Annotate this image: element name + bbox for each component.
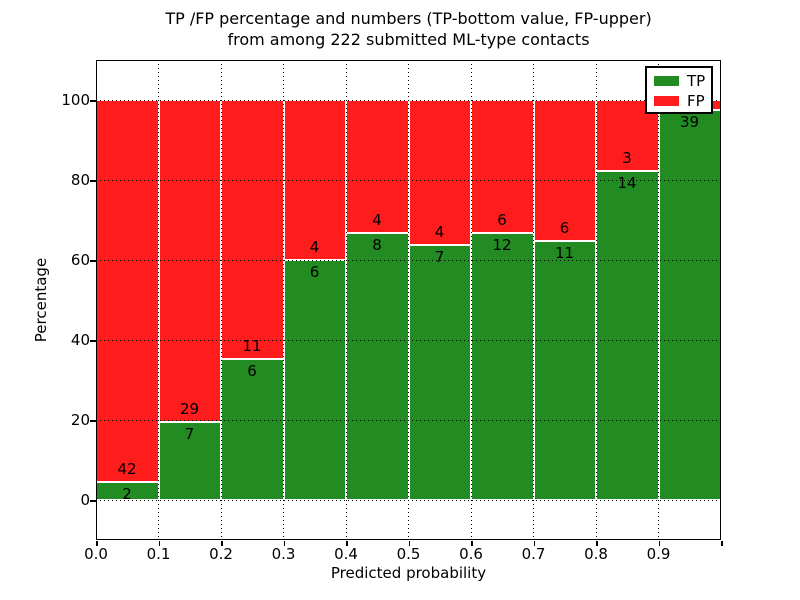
bar-tp-count-label: 7: [434, 248, 445, 267]
bar-fp-count-label: 42: [117, 459, 137, 478]
legend-item-fp: FP: [647, 91, 711, 111]
bar-tp-count-label: 2: [122, 484, 132, 503]
bar-segment-fp: [96, 100, 159, 482]
bar-tp-count-label: 12: [492, 236, 512, 255]
x-tick-label: 0.4: [334, 545, 358, 563]
bar-tp-count-label: 11: [554, 244, 575, 263]
bar-segment-tp: [283, 260, 346, 500]
vertical-gridline: [408, 60, 409, 540]
chart-title: TP /FP percentage and numbers (TP-bottom…: [96, 8, 721, 50]
legend-label-tp: TP: [687, 72, 706, 90]
x-tick-label: 0.3: [271, 545, 296, 563]
vertical-gridline: [658, 60, 659, 540]
bar-fp-count-label: 4: [309, 238, 320, 256]
chart-title-line2: from among 222 submitted ML-type contact…: [227, 30, 590, 49]
bar-tp-count-label: 14: [617, 173, 637, 192]
bar-segment-fp: [346, 100, 409, 234]
horizontal-gridline: [96, 499, 721, 501]
horizontal-gridline: [96, 339, 721, 341]
bar-segment-tp: [158, 422, 221, 500]
bar-tp-count-label: 39: [679, 113, 700, 131]
legend-label-fp: FP: [687, 92, 705, 110]
y-axis-label: Percentage: [32, 257, 50, 343]
y-tick-label: 100: [61, 91, 90, 109]
bar-fp-count-label: 4: [434, 223, 445, 242]
bar-tp-count-label: 7: [184, 425, 195, 444]
horizontal-gridline: [96, 419, 721, 421]
x-tick-label: 0.8: [584, 545, 608, 563]
bar-fp-count-label: 6: [497, 211, 507, 230]
vertical-gridline: [595, 60, 597, 540]
y-tick-label: 60: [70, 251, 90, 269]
x-tick-mark: [283, 541, 285, 546]
plot-area: 422297116464847612611314139: [96, 60, 721, 540]
bar-segment-tp: [596, 170, 659, 500]
bar-fp-count-label: 4: [372, 211, 382, 230]
bar-tp-count-label: 6: [247, 361, 257, 380]
bar-fp-count-label: 6: [559, 219, 570, 238]
bar-fp-count-label: 3: [622, 148, 632, 167]
bar-fp-count-label: 29: [179, 400, 200, 419]
x-tick-mark: [658, 541, 660, 546]
x-tick-mark: [533, 541, 535, 546]
x-tick-label: 0.6: [459, 545, 483, 563]
bar-tp-count-label: 8: [372, 236, 382, 255]
vertical-gridline: [345, 60, 347, 540]
fp-swatch-icon: [654, 96, 679, 106]
horizontal-gridline: [96, 99, 721, 101]
x-tick-label: 0.0: [84, 545, 108, 563]
vertical-gridline: [283, 60, 284, 540]
x-tick-label: 0.1: [146, 545, 171, 563]
x-tick-mark: [471, 541, 473, 546]
vertical-gridline: [533, 60, 534, 540]
vertical-gridline: [470, 60, 472, 540]
y-tick-mark: [90, 340, 96, 342]
y-tick-mark: [90, 100, 96, 102]
y-tick-label: 0: [80, 491, 90, 509]
bar-segment-tp: [533, 241, 596, 500]
legend-item-tp: TP: [647, 71, 711, 91]
y-tick-label: 80: [70, 171, 90, 189]
x-tick-label: 0.9: [646, 545, 671, 563]
bar-segment-tp: [471, 233, 534, 500]
chart-title-line1: TP /FP percentage and numbers (TP-bottom…: [165, 9, 652, 28]
x-tick-label: 0.7: [521, 545, 546, 563]
y-tick-label: 40: [70, 331, 90, 349]
y-tick-mark: [90, 260, 96, 262]
x-tick-label: 0.2: [209, 545, 233, 563]
y-tick-mark: [90, 420, 96, 422]
horizontal-gridline: [96, 179, 721, 181]
x-tick-label: 0.5: [396, 545, 421, 563]
tp-swatch-icon: [654, 76, 679, 86]
x-tick-mark: [96, 541, 98, 546]
horizontal-gridline: [96, 259, 721, 261]
x-axis-label: Predicted probability: [330, 564, 487, 582]
bar-segment-tp: [658, 110, 721, 500]
bar-tp-count-label: 6: [309, 263, 320, 281]
x-tick-mark: [721, 541, 723, 546]
x-tick-mark: [346, 541, 348, 546]
legend: TP FP: [645, 66, 713, 114]
bar-fp-count-label: 11: [242, 336, 262, 355]
x-tick-mark: [158, 541, 160, 546]
y-tick-label: 20: [70, 411, 90, 429]
y-tick-mark: [90, 180, 96, 182]
x-tick-mark: [408, 541, 410, 546]
x-tick-mark: [596, 541, 598, 546]
vertical-gridline: [220, 60, 222, 540]
bar-segment-tp: [221, 358, 284, 500]
vertical-gridline: [158, 60, 159, 540]
bar-segment-tp: [346, 233, 409, 500]
bar-segment-fp: [221, 100, 284, 359]
bar-segment-tp: [408, 245, 471, 500]
x-tick-mark: [221, 541, 223, 546]
bar-segment-fp: [158, 100, 221, 423]
y-tick-mark: [90, 500, 96, 502]
